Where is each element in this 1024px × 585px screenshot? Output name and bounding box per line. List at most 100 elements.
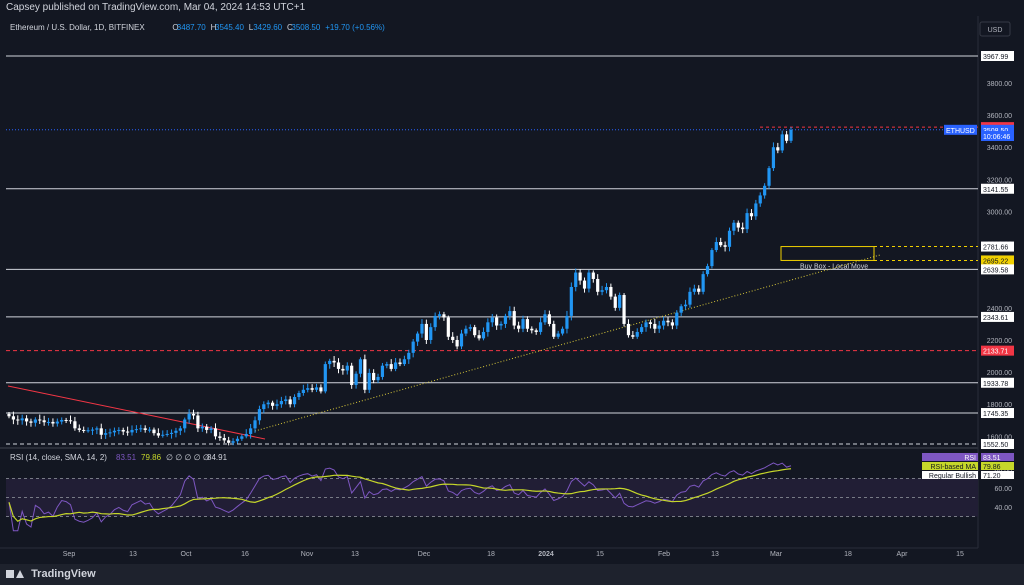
candle-body[interactable] [534,330,538,332]
candle-body[interactable] [345,365,349,371]
candle-body[interactable] [723,245,727,247]
candle-body[interactable] [249,428,253,434]
candle-body[interactable] [389,364,393,369]
candle-body[interactable] [209,428,213,430]
candle-body[interactable] [591,272,595,279]
candle-body[interactable] [68,420,73,422]
candle-body[interactable] [683,304,688,307]
candle-body[interactable] [556,333,560,337]
candle-body[interactable] [394,362,398,369]
candle-body[interactable] [618,295,622,308]
candle-body[interactable] [253,420,257,429]
candle-body[interactable] [644,322,648,328]
candle-body[interactable] [380,365,385,377]
candle-body[interactable] [429,327,433,340]
candle-body[interactable] [521,319,525,329]
candle-body[interactable] [499,323,503,326]
candle-body[interactable] [631,335,635,337]
candle-body[interactable] [284,399,288,402]
candle-body[interactable] [785,134,789,141]
candle-body[interactable] [780,134,784,151]
candle-body[interactable] [169,432,174,434]
candle-body[interactable] [310,388,314,390]
candle-body[interactable] [503,315,508,324]
candle-body[interactable] [596,278,600,292]
candle-body[interactable] [196,415,200,429]
candle-body[interactable] [231,441,235,443]
candle-body[interactable] [227,440,231,443]
candle-body[interactable] [7,413,11,417]
candle-body[interactable] [235,438,240,442]
candle-body[interactable] [433,315,437,328]
candle-body[interactable] [547,314,551,324]
candle-body[interactable] [486,322,490,332]
candle-body[interactable] [604,286,609,291]
candle-body[interactable] [459,333,464,347]
candle-body[interactable] [574,272,578,287]
candle-body[interactable] [108,432,112,434]
uptrend-line[interactable] [254,254,881,432]
candle-body[interactable] [473,327,477,336]
candle-body[interactable] [363,359,367,390]
candle-body[interactable] [688,291,692,305]
candle-body[interactable] [552,323,556,337]
candle-body[interactable] [789,129,793,141]
candle-body[interactable] [437,314,442,316]
candle-body[interactable] [732,222,736,231]
candle-body[interactable] [134,429,139,431]
candle-body[interactable] [301,389,305,393]
candle-body[interactable] [714,242,718,251]
candle-body[interactable] [16,419,20,421]
candle-body[interactable] [279,401,283,405]
candle-body[interactable] [77,428,81,430]
candle-body[interactable] [758,195,762,204]
candle-body[interactable] [51,421,55,424]
candle-body[interactable] [354,373,358,385]
candle-body[interactable] [754,203,758,217]
candle-body[interactable] [578,272,582,281]
candle-body[interactable] [481,331,486,339]
candle-body[interactable] [442,314,446,318]
candle-body[interactable] [609,286,613,297]
candle-body[interactable] [622,295,626,324]
candle-body[interactable] [692,288,696,292]
candle-body[interactable] [771,147,776,169]
candle-body[interactable] [424,323,428,340]
candle-body[interactable] [569,286,573,316]
rsi-line[interactable] [8,462,792,532]
candle-body[interactable] [495,317,499,326]
tradingview-logo-icon[interactable] [6,569,24,579]
candle-body[interactable] [341,368,345,371]
candle-body[interactable] [200,426,204,429]
candle-body[interactable] [661,320,666,326]
candle-body[interactable] [679,306,683,313]
candle-body[interactable] [727,230,732,247]
candle-body[interactable] [745,213,749,230]
candle-body[interactable] [350,365,354,385]
candle-body[interactable] [468,327,472,329]
candle-body[interactable] [64,419,68,421]
candle-body[interactable] [358,359,363,374]
candle-body[interactable] [73,421,77,429]
candle-body[interactable] [560,328,565,334]
candle-body[interactable] [11,416,15,420]
candle-body[interactable] [323,364,327,392]
candle-body[interactable] [270,402,275,406]
candle-body[interactable] [183,419,187,429]
candle-body[interactable] [372,372,376,381]
candle-body[interactable] [314,387,319,390]
candle-body[interactable] [411,341,415,353]
candle-body[interactable] [112,430,117,433]
candle-body[interactable] [582,280,587,289]
candle-body[interactable] [121,429,125,432]
candle-body[interactable] [710,250,714,267]
candle-body[interactable] [38,419,42,421]
candle-body[interactable] [130,429,134,433]
candle-body[interactable] [90,429,95,431]
candle-body[interactable] [670,322,674,326]
candle-body[interactable] [178,428,182,431]
candle-body[interactable] [165,433,169,435]
candle-body[interactable] [719,242,723,246]
candle-body[interactable] [538,322,543,332]
candle-body[interactable] [191,413,196,416]
